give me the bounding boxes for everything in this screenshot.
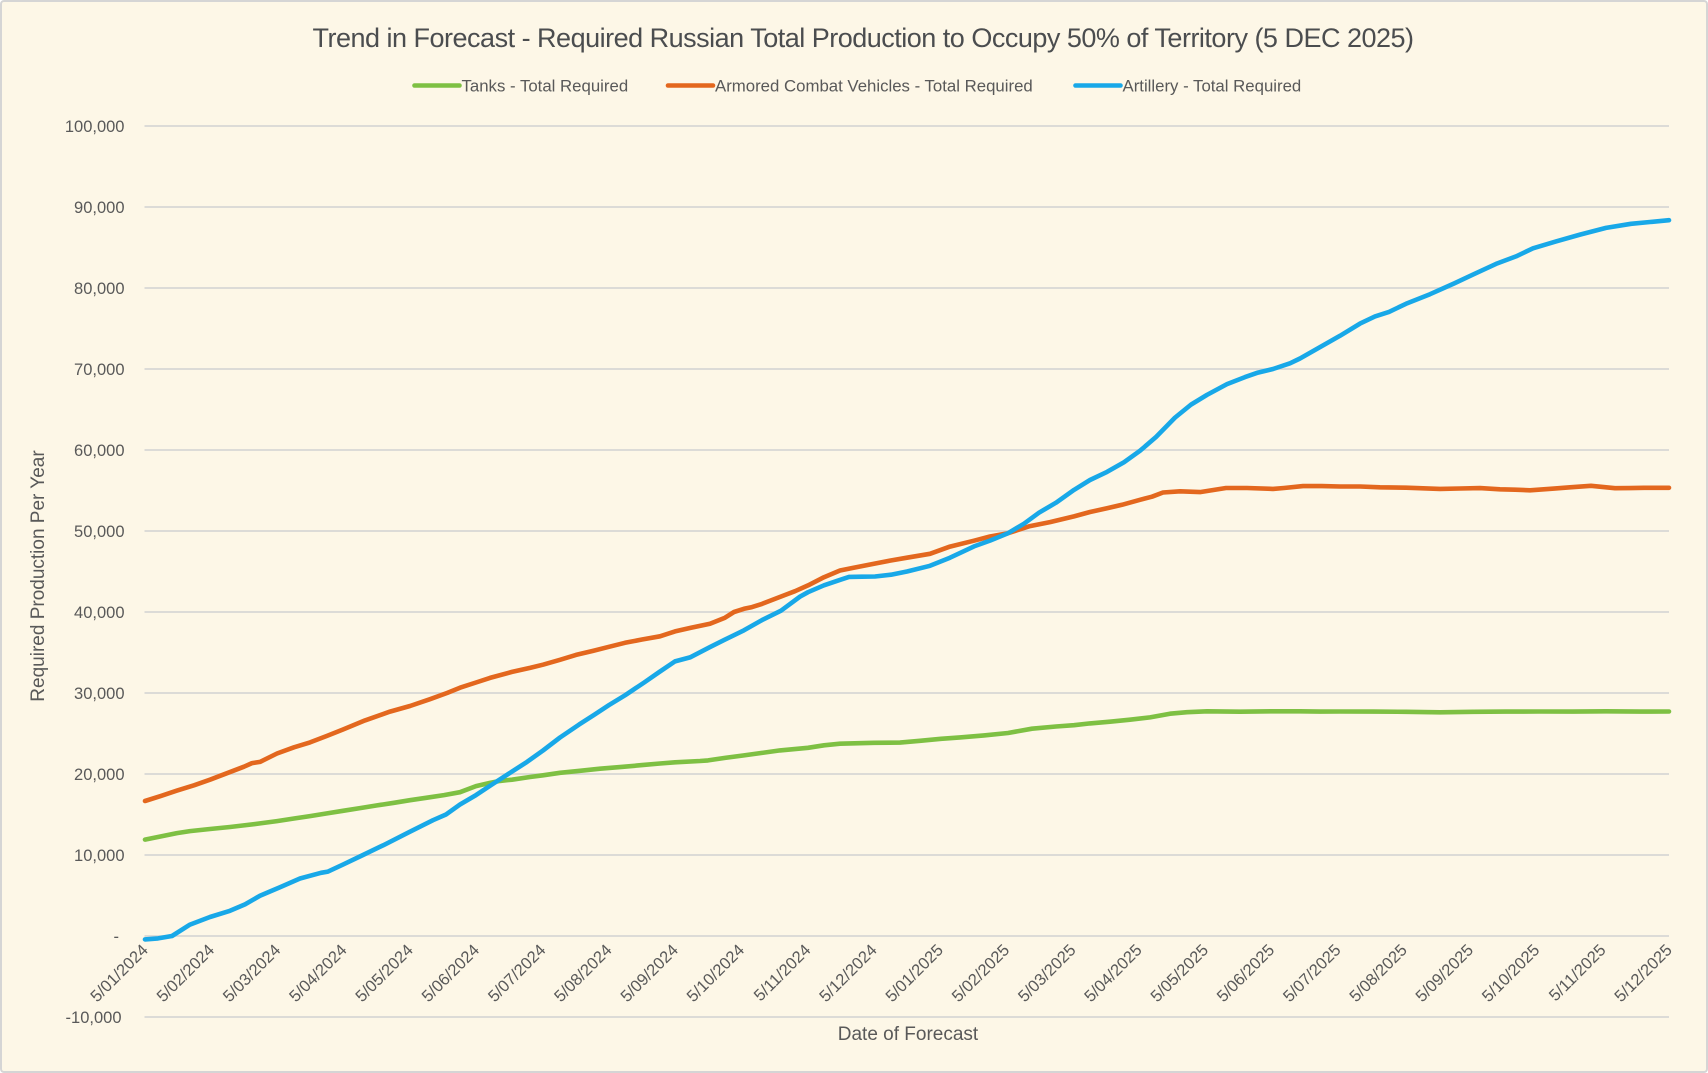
svg-text:90,000: 90,000 — [74, 199, 124, 217]
svg-text:Trend in Forecast - Required R: Trend in Forecast - Required Russian Tot… — [312, 23, 1413, 53]
svg-text:10,000: 10,000 — [74, 847, 124, 865]
svg-text:40,000: 40,000 — [74, 604, 124, 622]
svg-text:100,000: 100,000 — [65, 118, 125, 136]
svg-text:20,000: 20,000 — [74, 766, 124, 784]
svg-text:60,000: 60,000 — [74, 442, 124, 460]
svg-text:Armored Combat Vehicles - Tota: Armored Combat Vehicles - Total Required — [715, 77, 1033, 96]
svg-text:Date of Forecast: Date of Forecast — [838, 1024, 979, 1045]
svg-text:50,000: 50,000 — [74, 523, 124, 541]
svg-text:-: - — [114, 928, 120, 946]
svg-text:80,000: 80,000 — [74, 280, 124, 298]
svg-text:30,000: 30,000 — [74, 685, 124, 703]
svg-text:Artillery - Total Required: Artillery - Total Required — [1123, 77, 1302, 96]
svg-text:-10,000: -10,000 — [66, 1009, 122, 1027]
svg-text:70,000: 70,000 — [74, 361, 124, 379]
svg-text:Required Production Per Year: Required Production Per Year — [28, 450, 49, 702]
svg-text:Tanks - Total Required: Tanks - Total Required — [462, 77, 629, 96]
